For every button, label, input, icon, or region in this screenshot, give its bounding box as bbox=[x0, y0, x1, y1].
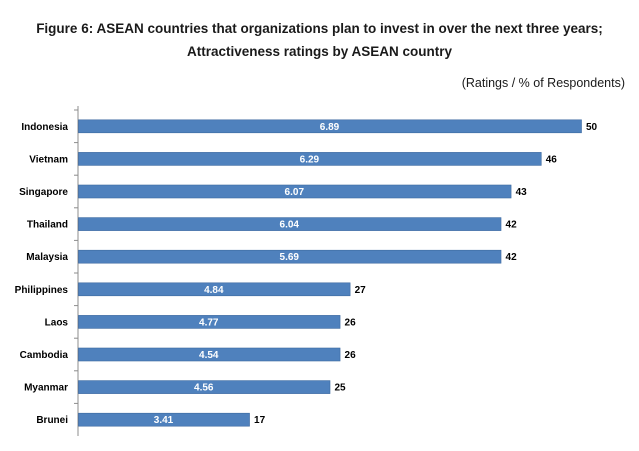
rating-label-laos: 4.77 bbox=[199, 317, 219, 328]
category-label-singapore: Singapore bbox=[19, 187, 68, 198]
rating-label-philippines: 4.84 bbox=[204, 285, 224, 296]
value-label-singapore: 43 bbox=[516, 187, 528, 198]
category-label-philippines: Philippines bbox=[15, 285, 69, 296]
bar-indonesia bbox=[78, 119, 582, 134]
rating-label-indonesia: 6.89 bbox=[320, 122, 340, 133]
bar-malaysia bbox=[78, 249, 502, 264]
rating-label-malaysia: 5.69 bbox=[280, 252, 300, 263]
category-label-brunei: Brunei bbox=[36, 415, 68, 426]
bar-philippines bbox=[78, 282, 351, 297]
bar-thailand bbox=[78, 217, 502, 231]
chart-subtitle: Attractiveness ratings by ASEAN country bbox=[186, 44, 453, 59]
rating-label-singapore: 6.07 bbox=[285, 187, 305, 198]
value-label-cambodia: 26 bbox=[345, 350, 357, 361]
category-label-vietnam: Vietnam bbox=[29, 154, 68, 165]
rating-label-cambodia: 4.54 bbox=[199, 350, 219, 361]
value-label-myanmar: 25 bbox=[335, 383, 347, 394]
rating-label-thailand: 6.04 bbox=[280, 220, 300, 231]
bar-cambodia bbox=[78, 347, 341, 362]
category-label-malaysia: Malaysia bbox=[26, 252, 68, 263]
value-label-laos: 26 bbox=[345, 317, 357, 328]
rating-label-myanmar: 4.56 bbox=[194, 383, 214, 394]
bar-vietnam bbox=[78, 152, 542, 166]
bar-brunei bbox=[78, 412, 250, 427]
value-label-philippines: 27 bbox=[355, 285, 367, 296]
category-label-myanmar: Myanmar bbox=[24, 383, 68, 394]
units-note: (Ratings / % of Respondents) bbox=[461, 76, 625, 90]
bar-singapore bbox=[78, 184, 512, 199]
value-label-vietnam: 46 bbox=[546, 154, 558, 165]
value-label-brunei: 17 bbox=[254, 415, 266, 426]
category-label-indonesia: Indonesia bbox=[21, 122, 68, 133]
bar-laos bbox=[78, 315, 341, 329]
category-label-thailand: Thailand bbox=[27, 220, 68, 231]
category-label-laos: Laos bbox=[45, 317, 69, 328]
rating-label-brunei: 3.41 bbox=[154, 415, 174, 426]
rating-label-vietnam: 6.29 bbox=[300, 154, 320, 165]
value-label-indonesia: 50 bbox=[586, 122, 598, 133]
chart-title: Figure 6: ASEAN countries that organizat… bbox=[0, 17, 639, 63]
bar-myanmar bbox=[78, 380, 331, 394]
value-label-malaysia: 42 bbox=[506, 252, 518, 263]
category-label-cambodia: Cambodia bbox=[20, 350, 69, 361]
value-label-thailand: 42 bbox=[506, 220, 518, 231]
chart-title-line1: Figure 6: ASEAN countries that organizat… bbox=[36, 21, 603, 36]
